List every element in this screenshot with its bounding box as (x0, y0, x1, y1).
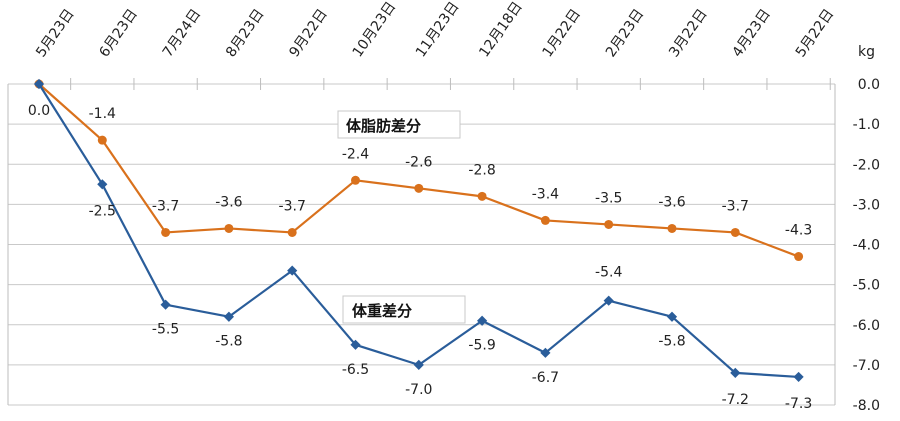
x-tick-label: 9月22日 (286, 6, 331, 60)
weight-data-label: -5.9 (468, 338, 495, 354)
x-tick-label: 10月23日 (350, 0, 400, 60)
y-axis-labels: 0.0 -1.0 -2.0 -3.0 -4.0 -5.0 -6.0 -7.0 -8.0 (853, 77, 880, 414)
fat-data-label: -2.8 (468, 162, 495, 178)
weight-point (160, 299, 171, 310)
weight-point (793, 371, 804, 383)
y-tick-label: -7.0 (853, 358, 880, 374)
weight-point (287, 265, 298, 276)
fat-data-label: -3.4 (532, 186, 559, 202)
fat-point (97, 135, 107, 145)
fat-point (414, 183, 424, 193)
weight-data-label: -6.7 (532, 370, 559, 386)
legend-fat-label: 体脂肪差分 (346, 117, 421, 135)
legend-weight-box (342, 295, 466, 324)
fat-data-label: -4.3 (785, 223, 812, 239)
fat-data-label: -3.6 (215, 194, 242, 210)
x-tick-label: 5月23日 (33, 6, 78, 60)
fat-data-label: -2.6 (405, 154, 432, 170)
weight-point (603, 295, 614, 306)
data-labels: -1.4 -3.7 -3.6 -3.7 -2.4 -2.6 -2.8 -3.4 -3.5 -3.6… (28, 103, 812, 412)
y-axis-unit: kg (858, 44, 875, 60)
y-tick-label: -8.0 (853, 398, 880, 414)
weight-data-label: 0.0 (28, 103, 50, 119)
series-group (33, 78, 804, 383)
fat-point (604, 219, 614, 229)
weight-data-label: -5.8 (658, 334, 685, 350)
fat-point (730, 227, 740, 237)
fat-data-label: -2.4 (342, 146, 369, 162)
weight-data-label: -6.5 (342, 362, 369, 378)
weight-point (350, 339, 361, 350)
weight-data-label: -5.4 (595, 265, 622, 281)
fat-point (667, 223, 677, 233)
fat-data-label: -3.5 (595, 190, 622, 206)
fat-point (794, 252, 804, 262)
fat-point (224, 223, 234, 233)
fat-point (540, 215, 550, 225)
weight-data-label: -7.2 (722, 392, 749, 408)
y-tick-label: -1.0 (853, 117, 880, 133)
weight-data-label: -7.3 (785, 396, 812, 412)
fat-point (351, 175, 360, 185)
y-tick-label: -4.0 (853, 238, 880, 254)
y-tick-label: -3.0 (853, 197, 880, 213)
x-tick-label: 3月22日 (666, 6, 711, 60)
y-tick-label: -6.0 (853, 318, 880, 334)
x-tick-label: 7月24日 (160, 6, 205, 60)
x-tick-label: 5月22日 (793, 6, 838, 60)
fat-point (287, 227, 297, 237)
legend-fat-box (337, 110, 461, 139)
weight-point (97, 179, 108, 190)
fat-data-label: -3.7 (722, 198, 749, 214)
y-tick-label: -5.0 (853, 278, 880, 294)
fat-data-label: -3.6 (658, 194, 685, 210)
x-tick-label: 12月18日 (476, 0, 526, 60)
weight-data-label: -2.5 (89, 203, 116, 219)
x-tick-label: 4月23日 (729, 6, 774, 60)
x-tick-label: 2月23日 (603, 6, 648, 60)
x-axis-ticks (70, 78, 831, 90)
x-axis-labels: 5月23日 6月23日 7月24日 8月23日 9月22日 10月23日 11月23日 12月… (33, 0, 837, 60)
y-tick-label: 0.0 (858, 77, 880, 93)
legend-weight-label: 体重差分 (352, 302, 412, 320)
fat-point (161, 227, 171, 237)
weight-data-label: -5.5 (152, 322, 179, 338)
weight-data-label: -5.8 (215, 334, 242, 350)
x-tick-label: 6月23日 (96, 6, 141, 60)
weight-point (477, 315, 488, 326)
weight-data-label: -7.0 (405, 382, 432, 398)
fat-data-label: -1.4 (89, 106, 116, 122)
fat-data-label: -3.7 (279, 198, 306, 214)
weight-point (666, 311, 678, 322)
legend-weight: 体重差分 (342, 295, 466, 324)
fat-data-label: -3.7 (152, 198, 179, 214)
x-tick-label: 1月22日 (540, 6, 585, 60)
x-tick-label: 11月23日 (413, 0, 463, 60)
weight-point (413, 359, 424, 370)
fat-point (477, 191, 487, 201)
weight-point (730, 367, 741, 378)
x-tick-label: 8月23日 (223, 6, 268, 60)
legend-fat: 体脂肪差分 (337, 110, 461, 139)
y-tick-label: -2.0 (853, 157, 880, 173)
